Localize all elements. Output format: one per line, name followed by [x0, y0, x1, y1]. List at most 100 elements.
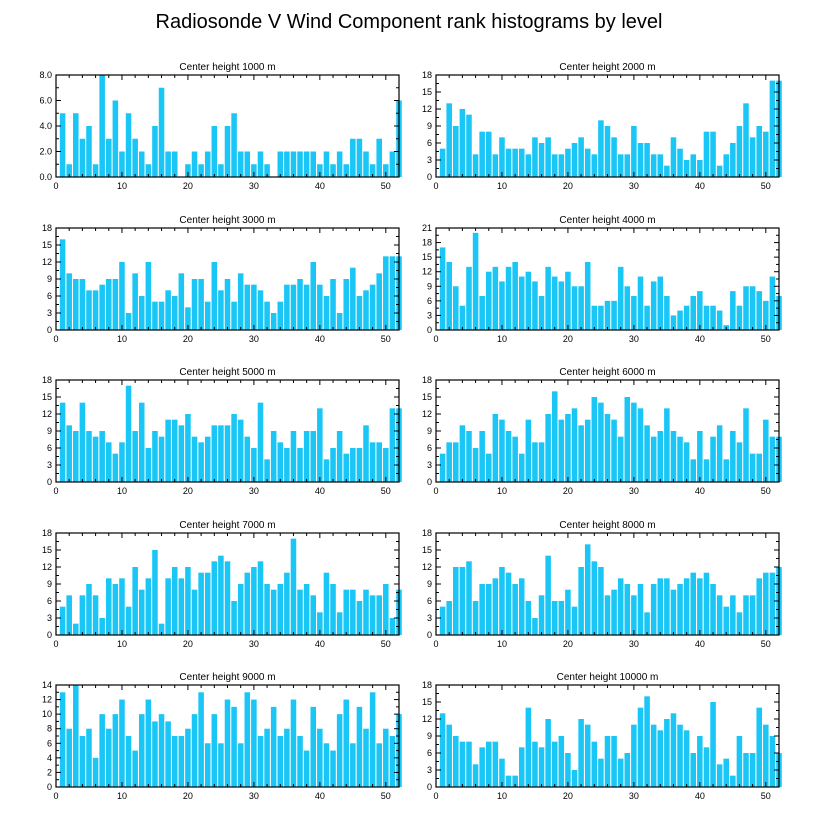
- bar: [73, 279, 79, 330]
- bar: [185, 567, 191, 635]
- bar: [231, 414, 237, 482]
- bar: [350, 448, 356, 482]
- bar: [736, 305, 743, 330]
- y-tick-label: 9: [427, 426, 432, 436]
- x-tick-label: 40: [695, 486, 705, 496]
- bar: [73, 431, 79, 482]
- bar: [492, 154, 499, 177]
- bar: [763, 131, 769, 177]
- bar: [551, 601, 558, 635]
- bar: [119, 578, 125, 635]
- bar: [439, 713, 446, 787]
- bar: [204, 743, 211, 787]
- panel-title: Center height 7000 m: [179, 520, 275, 531]
- bar: [237, 584, 244, 635]
- bar: [132, 138, 138, 177]
- bar: [578, 719, 584, 787]
- bar: [545, 719, 551, 787]
- bar: [617, 758, 624, 787]
- x-tick-label: 20: [563, 181, 573, 191]
- bar: [730, 143, 736, 177]
- x-tick-label: 30: [629, 334, 639, 344]
- bar: [376, 442, 382, 482]
- bar: [670, 137, 677, 177]
- x-tick-label: 10: [117, 334, 127, 344]
- bar: [138, 402, 145, 482]
- bar: [363, 425, 369, 482]
- bar: [363, 728, 369, 787]
- bar: [303, 431, 310, 482]
- bar: [664, 165, 670, 177]
- bar: [224, 561, 231, 635]
- bar: [303, 284, 310, 330]
- bar: [152, 721, 158, 787]
- bar: [532, 137, 538, 177]
- bar: [598, 402, 604, 482]
- bar: [637, 584, 644, 635]
- bar: [532, 618, 538, 635]
- bar: [644, 696, 650, 787]
- bar: [204, 301, 211, 330]
- bar: [710, 584, 716, 635]
- x-tick-label: 50: [381, 334, 391, 344]
- bar: [185, 414, 191, 482]
- y-tick-label: 8: [47, 724, 52, 734]
- bar: [743, 408, 749, 482]
- bar: [631, 296, 637, 330]
- bar: [683, 160, 690, 177]
- bar: [145, 578, 152, 635]
- y-tick-label: 9: [47, 579, 52, 589]
- x-tick-label: 50: [761, 334, 771, 344]
- panel-title: Center height 4000 m: [559, 215, 655, 226]
- bar: [710, 305, 716, 330]
- bar: [79, 138, 86, 177]
- bar: [716, 764, 723, 787]
- x-tick-label: 0: [433, 486, 438, 496]
- bar: [244, 436, 251, 482]
- bar: [453, 567, 459, 635]
- bar: [763, 300, 769, 330]
- bar: [650, 154, 657, 177]
- bar: [310, 262, 317, 330]
- x-tick-label: 30: [629, 639, 639, 649]
- bar: [317, 612, 323, 635]
- bar: [66, 425, 72, 482]
- bar: [584, 262, 591, 330]
- bar: [389, 736, 396, 787]
- bar: [631, 126, 637, 177]
- bar: [446, 442, 452, 482]
- x-tick-label: 10: [117, 486, 127, 496]
- bar: [231, 706, 237, 787]
- bar: [749, 137, 756, 177]
- bar: [756, 126, 762, 177]
- bar: [730, 595, 736, 635]
- bar: [617, 578, 624, 635]
- bar: [138, 714, 145, 787]
- panel-title: Center height 3000 m: [179, 215, 275, 226]
- bar: [112, 100, 119, 177]
- bar: [571, 286, 578, 330]
- bar: [571, 606, 578, 635]
- bar: [59, 606, 66, 635]
- bar: [650, 281, 657, 330]
- y-tick-label: 15: [422, 87, 432, 97]
- bar: [363, 290, 369, 330]
- bar: [485, 453, 492, 482]
- bar: [730, 431, 736, 482]
- bar: [369, 692, 376, 787]
- bar: [145, 448, 152, 482]
- bar: [716, 165, 723, 177]
- bar: [545, 266, 551, 330]
- panel-title: Center height 10000 m: [557, 672, 659, 683]
- bar: [66, 164, 72, 177]
- bar: [512, 584, 518, 635]
- bar: [644, 612, 650, 635]
- y-tick-label: 14: [42, 680, 52, 690]
- y-tick-label: 15: [422, 697, 432, 707]
- bar: [218, 743, 224, 787]
- bar: [591, 154, 598, 177]
- bar: [350, 589, 356, 635]
- bar: [558, 419, 565, 482]
- bar: [736, 612, 743, 635]
- bar: [105, 442, 112, 482]
